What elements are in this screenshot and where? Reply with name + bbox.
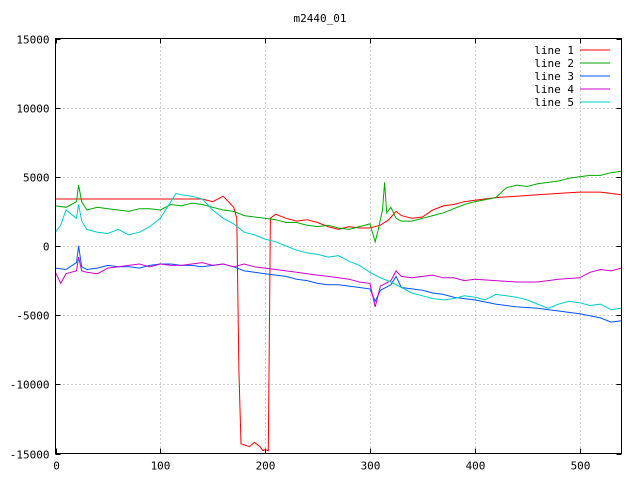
y-tick-label: -5000 — [16, 310, 49, 323]
series-line-5 — [55, 192, 622, 311]
x-tick-label: 100 — [151, 460, 171, 473]
series-line-4 — [55, 256, 622, 308]
legend-label-3: line 3 — [534, 70, 574, 83]
legend-label-5: line 5 — [534, 96, 574, 109]
axes: 0 100 200 300 400 500 -15000 -10000 -5000 0 5000 10… — [10, 34, 622, 473]
plot-frame — [55, 38, 622, 454]
y-tick-label: 10000 — [16, 103, 49, 116]
y-tick-label: 5000 — [23, 172, 50, 185]
x-tick-label: 0 — [53, 460, 60, 473]
legend-label-1: line 1 — [534, 44, 574, 57]
y-tick-label: -15000 — [10, 449, 50, 462]
series-group — [55, 170, 622, 452]
y-tick-label: 0 — [43, 241, 50, 254]
x-tick-label: 200 — [256, 460, 276, 473]
series-line-2 — [55, 170, 622, 244]
legend-label-4: line 4 — [534, 83, 574, 96]
chart-title: m2440_01 — [294, 12, 347, 25]
series-line-3 — [55, 245, 622, 323]
x-tick-label: 500 — [571, 460, 591, 473]
x-tick-label: 300 — [361, 460, 381, 473]
y-tick-label: 15000 — [16, 34, 49, 47]
y-tick-label: -10000 — [10, 379, 50, 392]
series-line-1 — [55, 191, 622, 452]
x-tick-label: 400 — [466, 460, 486, 473]
legend-label-2: line 2 — [534, 57, 574, 70]
